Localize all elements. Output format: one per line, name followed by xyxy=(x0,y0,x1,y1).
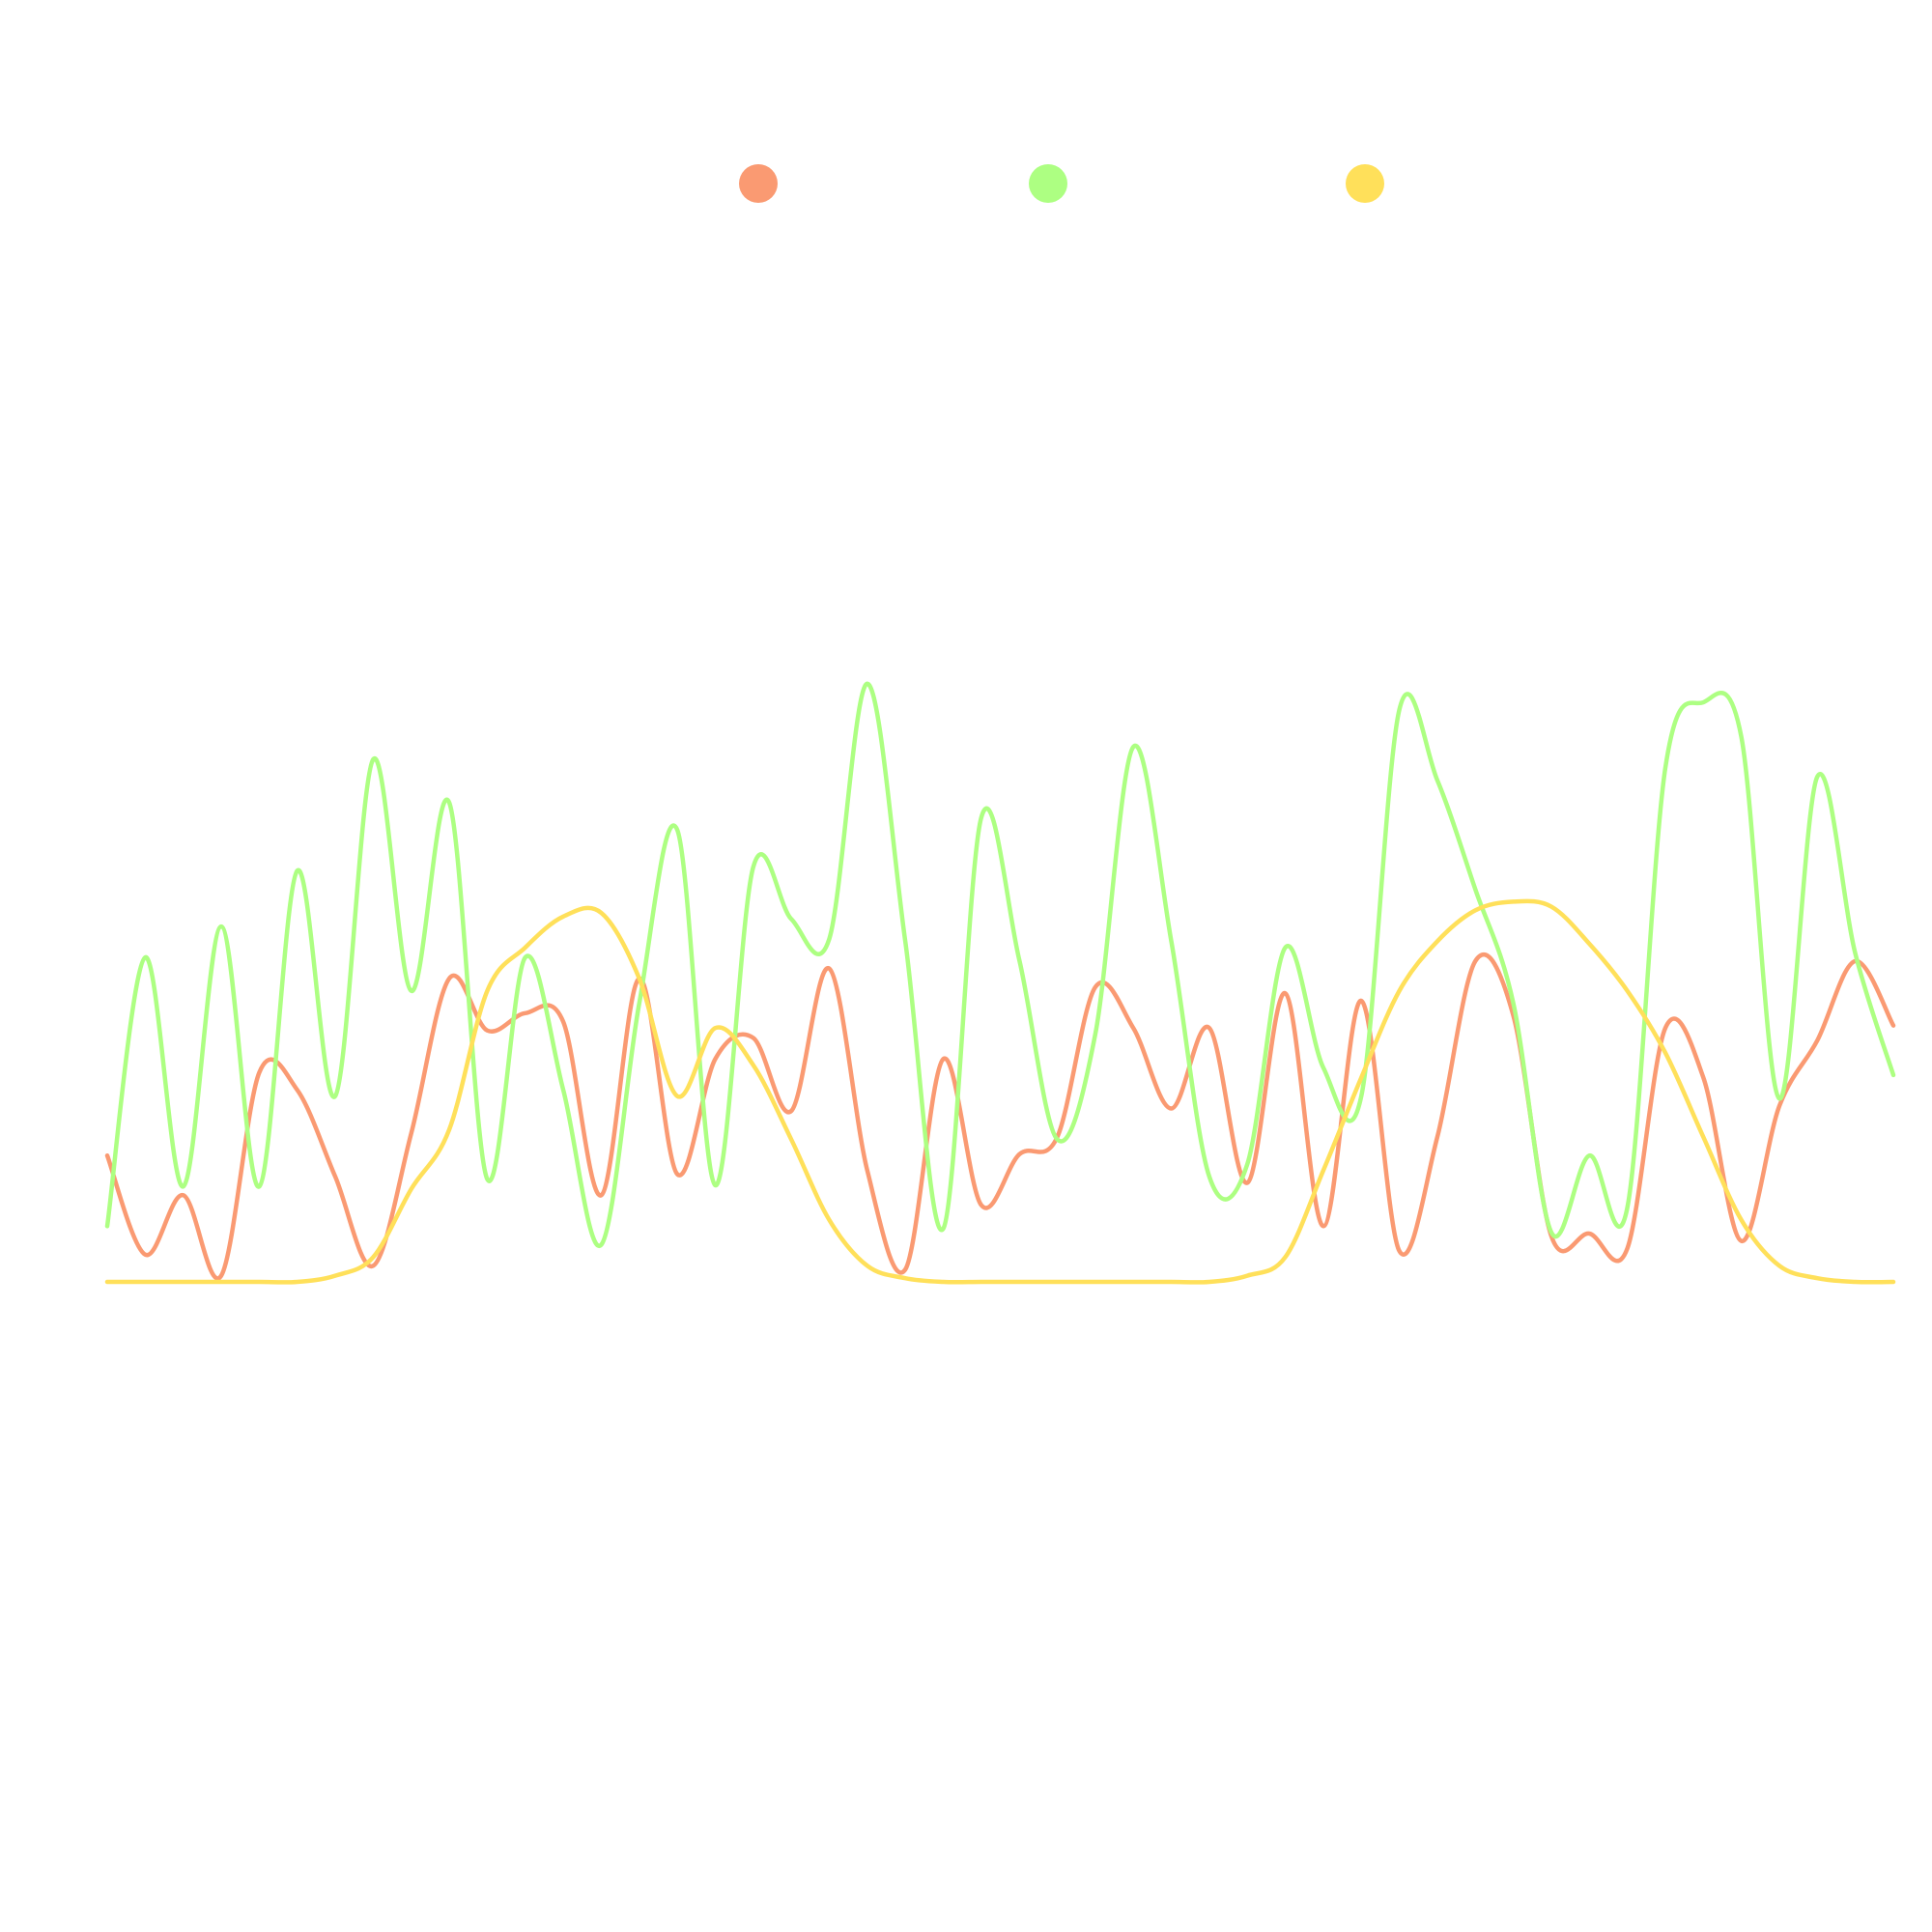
legend-marker xyxy=(1029,164,1067,203)
series-line xyxy=(104,681,1896,1248)
series-line xyxy=(104,952,1896,1281)
legend-marker xyxy=(1346,164,1384,203)
series-line xyxy=(104,898,1896,1285)
legend-marker xyxy=(739,164,778,203)
